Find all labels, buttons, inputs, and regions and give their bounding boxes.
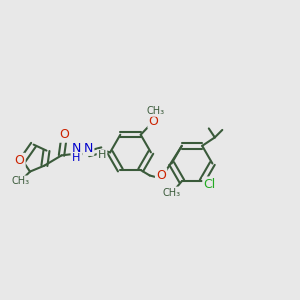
Text: O: O [59, 128, 69, 142]
Text: N: N [72, 142, 81, 155]
Text: N: N [84, 142, 93, 155]
Text: CH₃: CH₃ [162, 188, 180, 198]
Text: CH₃: CH₃ [11, 176, 29, 187]
Text: CH₃: CH₃ [146, 106, 164, 116]
Text: H: H [72, 153, 81, 163]
Text: O: O [156, 169, 166, 182]
Text: O: O [149, 115, 158, 128]
Text: H: H [98, 150, 106, 161]
Text: O: O [15, 154, 24, 167]
Text: Cl: Cl [204, 178, 216, 191]
